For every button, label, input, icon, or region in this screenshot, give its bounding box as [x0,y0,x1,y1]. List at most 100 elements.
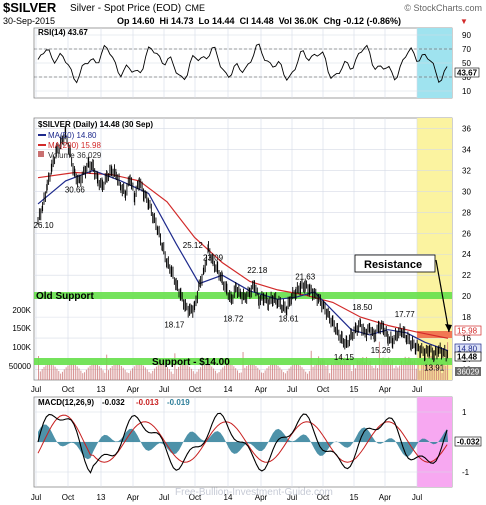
volume-bar [67,365,69,380]
volume-bar [155,366,157,380]
volume-bar [207,364,209,380]
right-tag-price: 14.48 [454,351,482,362]
support-band [34,358,452,365]
volume-bar [56,368,58,380]
volume-bar [126,372,128,380]
x-tick-label: Oct [62,385,75,394]
volume-bar [117,364,119,380]
volume-bar [421,363,423,380]
volume-bar [233,366,235,380]
volume-bar [423,362,425,380]
volume-bar [408,357,410,380]
volume-bar [174,353,176,380]
price-tick-label: 36 [462,124,471,133]
volume-bar [89,365,91,380]
volume-bar [91,364,93,380]
resistance-band [417,331,452,338]
volume-bar [246,366,248,380]
volume-bar [268,366,270,380]
volume-bar [283,372,285,380]
volume-bar [266,368,268,380]
price-tick-label: 18 [462,313,471,322]
x-tick-label: 13 [97,493,106,502]
x-tick-label: Jul [31,493,41,502]
volume-bar [106,354,108,380]
volume-bar [377,368,379,380]
volume-bar [131,368,133,380]
volume-bar [356,359,358,380]
volume-bar [109,367,111,380]
volume-bar [380,364,382,380]
volume-bar [214,370,216,380]
volume-bar [288,368,290,380]
volume-bar [146,369,148,380]
ma50-line [37,169,449,352]
volume-bar [325,366,327,380]
chart-description: Silver - Spot Price (EOD) [70,3,181,14]
volume-bar [428,363,430,380]
macd-value: -0.032 [102,398,125,407]
volume-bar [157,365,159,380]
right-tag-volume-text: 36029 [457,368,480,377]
volume-bar [430,356,432,380]
volume-bar [314,365,316,380]
volume-bar [318,356,320,380]
volume-bar [237,370,239,380]
volume-bar [366,356,367,380]
rsi-line [37,43,448,84]
price-tick-label: 16 [462,334,471,343]
price-annotation: 22.18 [247,266,268,275]
volume-bar [85,369,87,380]
volume-bar [312,366,314,380]
price-tick-label: 32 [462,166,471,175]
volume-bar [413,360,415,380]
volume-bar [338,361,340,380]
volume-bar [273,364,275,380]
x-tick-label: Apr [255,493,268,502]
volume-bar [319,360,321,380]
volume-bar [41,369,43,380]
price-annotation: 18.61 [279,314,300,323]
chart-date: 30-Sep-2015 [3,16,55,26]
macd-hist-value: -0.019 [167,398,190,407]
price-tick-label: 30 [462,187,471,196]
volume-bar [196,371,198,380]
volume-bar [308,371,310,380]
x-tick-label: 14 [224,493,233,502]
volume-bar [122,367,124,380]
volume-bar [209,365,211,380]
volume-bar [102,370,104,380]
volume-bar [445,365,447,380]
volume-bar [108,370,110,380]
volume-bar [38,356,39,380]
macd-panel: MACD(12,26,9) -0.032 -0.013 -0.019 10-1 … [33,396,482,488]
volume-bar [290,366,292,380]
x-tick-label: Jul [412,493,422,502]
price-tick-label: 26 [462,229,471,238]
price-tick-label: 28 [462,208,471,217]
volume-bar [369,360,371,380]
resistance-arrow [435,259,450,333]
price-annotation: 23.09 [203,254,224,263]
volume-bar [389,364,391,380]
volume-bar [238,372,240,380]
volume-bar [50,364,52,380]
volume-bar [148,371,150,380]
volume-bar [353,363,355,380]
price-annotation: 26.10 [34,221,55,230]
right-tag-volume: 36029 [455,367,481,377]
volume-bar [404,356,406,380]
volume-bar [386,359,388,380]
volume-bar [137,364,139,380]
volume-bar [415,368,417,380]
volume-bar [82,373,84,380]
volume-bar [253,364,255,380]
volume-bar [120,365,122,380]
x-tick-label: Apr [127,385,140,394]
macd-line [37,412,448,474]
volume-bar [301,367,303,380]
volume-bar [211,366,213,380]
volume-bar [242,352,244,380]
volume-bar [58,371,60,380]
